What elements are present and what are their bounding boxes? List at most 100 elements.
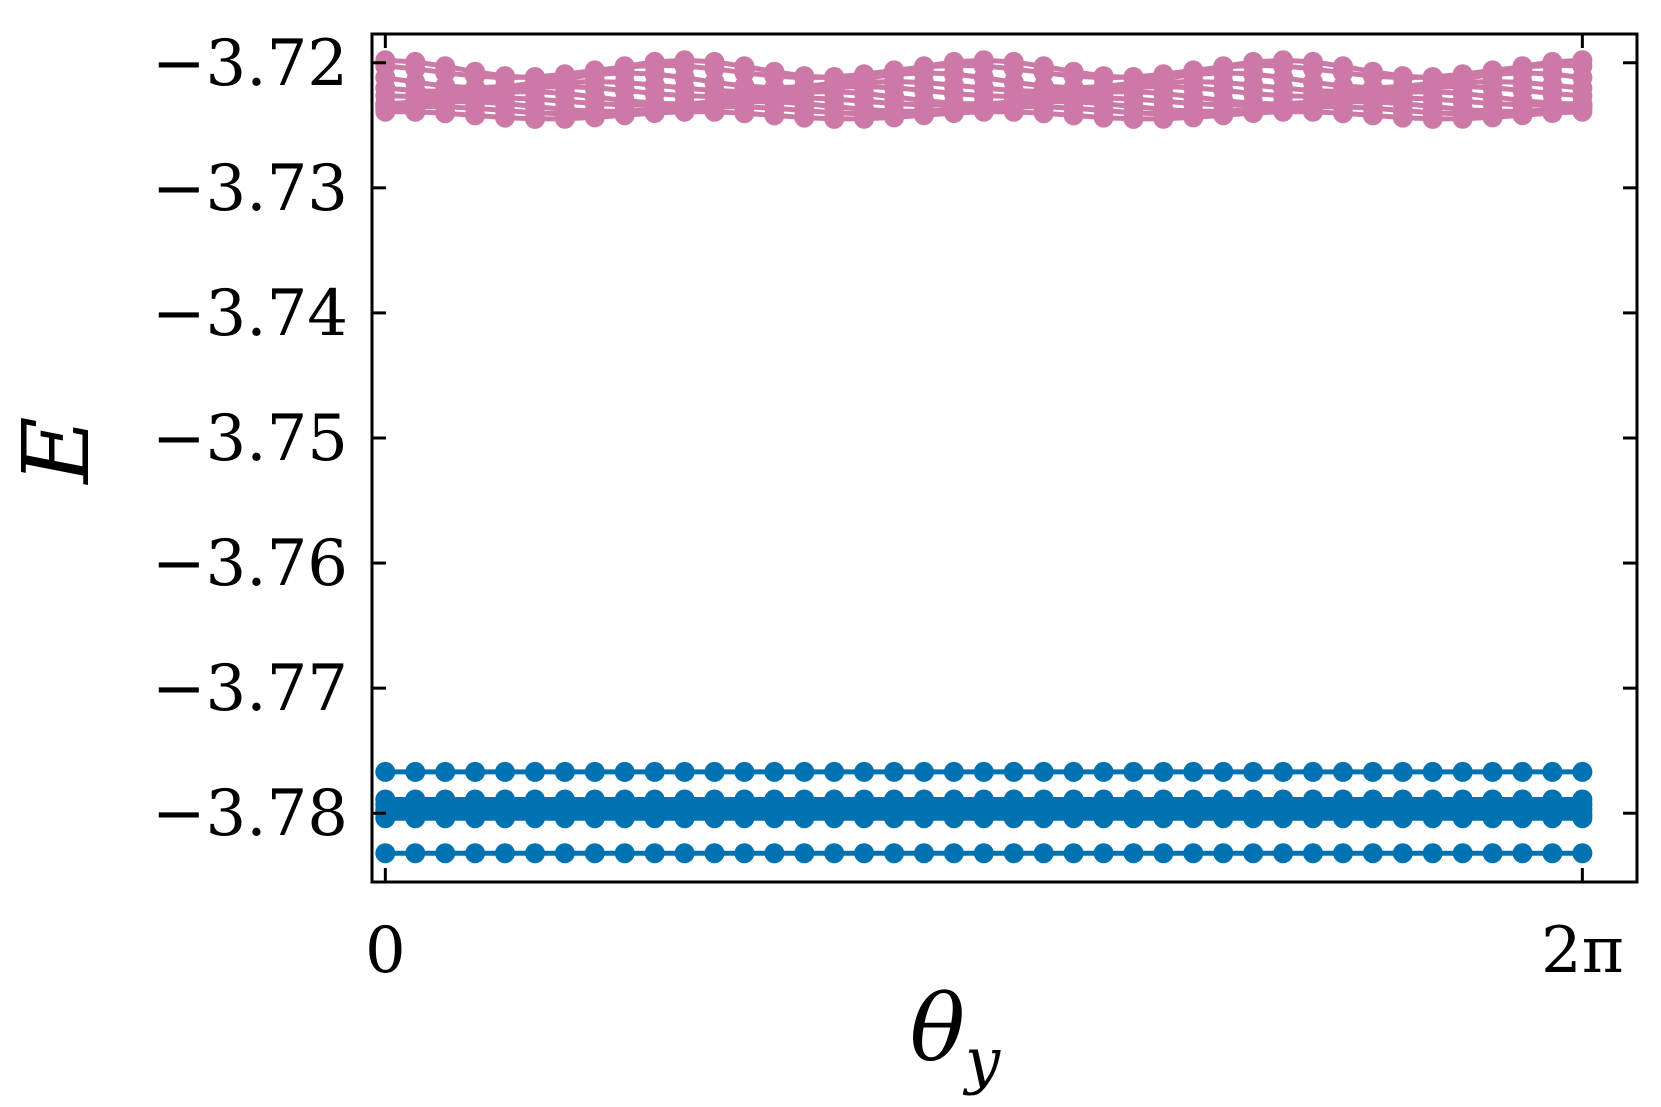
data-point (614, 761, 635, 782)
data-point (824, 843, 845, 864)
data-point (435, 808, 456, 829)
data-point (1003, 843, 1024, 864)
y-tick-label: −3.76 (152, 527, 348, 601)
lower-band-series-15 (375, 808, 1593, 829)
data-point (1392, 808, 1413, 829)
data-point (1123, 843, 1144, 864)
data-point (435, 761, 456, 782)
data-point (1303, 843, 1323, 864)
data-point (1362, 808, 1383, 829)
data-point (704, 843, 725, 864)
data-point (1572, 761, 1593, 782)
data-point (1033, 103, 1054, 124)
data-point (824, 761, 845, 782)
data-point (1542, 808, 1563, 829)
data-point (734, 808, 755, 829)
x-tick-label: 2π (1541, 914, 1624, 988)
data-point (405, 761, 426, 782)
data-point (1303, 808, 1323, 829)
data-point (614, 105, 635, 126)
data-point (1362, 105, 1383, 126)
data-point (1482, 808, 1503, 829)
data-point (584, 843, 605, 864)
data-point (884, 843, 905, 864)
data-point (1063, 808, 1084, 829)
y-tick-label: −3.75 (152, 402, 348, 476)
data-point (1333, 761, 1353, 782)
y-tick-label: −3.74 (152, 277, 348, 351)
data-point (764, 761, 785, 782)
data-point (674, 808, 695, 829)
data-point (1482, 761, 1503, 782)
data-point (973, 101, 994, 122)
data-point (794, 808, 815, 829)
y-axis-label: E (3, 416, 110, 485)
data-point (1063, 105, 1084, 126)
data-point (1542, 103, 1563, 123)
data-point (764, 808, 785, 829)
x-axis-label-symbol: θ (910, 975, 965, 1082)
data-point (1213, 105, 1234, 126)
data-point (1303, 101, 1323, 122)
data-point (1333, 103, 1353, 124)
data-point (1033, 843, 1054, 864)
data-point (465, 761, 486, 782)
data-point (1243, 808, 1264, 829)
data-point (525, 108, 545, 129)
data-point (614, 808, 635, 829)
x-axis-label-subscript: y (962, 1024, 1001, 1097)
data-point (1153, 808, 1174, 829)
data-point (1093, 107, 1114, 128)
data-point (1512, 761, 1533, 782)
data-point (1452, 761, 1473, 782)
data-point (704, 808, 725, 829)
data-point (1542, 761, 1563, 782)
data-point (495, 843, 515, 864)
data-point (884, 808, 905, 829)
y-tick-label: −3.72 (152, 27, 348, 101)
data-point (554, 843, 575, 864)
data-point (1273, 761, 1294, 782)
data-point (824, 808, 845, 829)
data-point (943, 808, 964, 829)
upper-band-series-9 (375, 101, 1593, 129)
data-point (943, 103, 964, 123)
label-layer: −3.72 −3.73 −3.74 −3.75 −3.76 −3.77 −3.780 2π (152, 27, 1624, 988)
data-point (525, 843, 545, 864)
data-point (914, 808, 934, 829)
data-point (375, 761, 396, 782)
data-point (1243, 843, 1264, 864)
data-point (1153, 843, 1174, 864)
data-point (1572, 808, 1593, 829)
data-point (1512, 808, 1533, 829)
y-tick-label: −3.73 (152, 152, 348, 226)
y-tick-label: −3.78 (152, 777, 348, 851)
data-point (1512, 105, 1533, 126)
data-point (1033, 761, 1054, 782)
data-point (525, 808, 545, 829)
data-point (854, 808, 875, 829)
data-point (405, 843, 426, 864)
data-point (584, 107, 605, 128)
data-point (525, 761, 545, 782)
data-point (614, 843, 635, 864)
plot-frame (370, 32, 1639, 884)
data-point (854, 843, 875, 864)
lower-band-series-16 (375, 843, 1593, 864)
data-point (734, 761, 755, 782)
data-point (973, 761, 994, 782)
data-point (375, 101, 396, 122)
data-point (1572, 843, 1593, 864)
data-point (1183, 843, 1204, 864)
data-point (554, 808, 575, 829)
data-point (405, 101, 426, 122)
data-point (1482, 843, 1503, 864)
data-point (914, 105, 934, 126)
data-point (734, 843, 755, 864)
data-point (794, 843, 815, 864)
data-point (1003, 761, 1024, 782)
data-point (854, 108, 875, 129)
data-point (465, 808, 486, 829)
data-point (1213, 808, 1234, 829)
